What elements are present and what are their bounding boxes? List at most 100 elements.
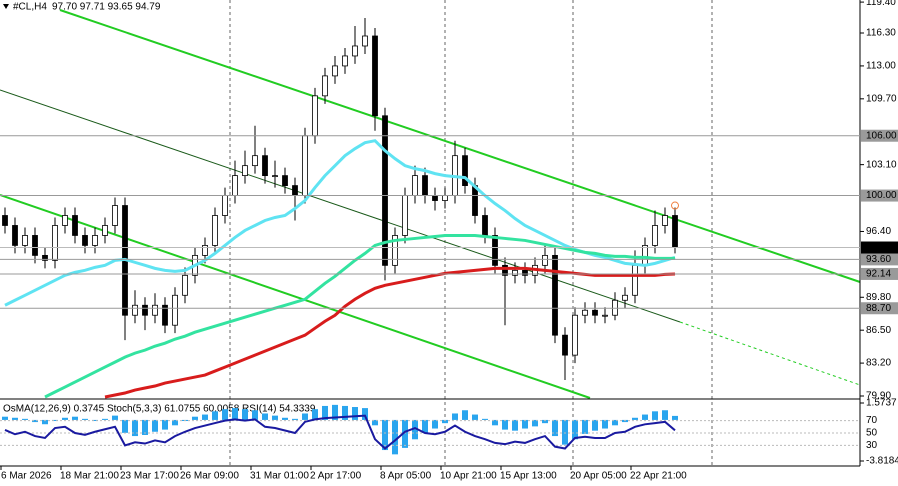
candle-body [582, 309, 588, 316]
candle-body [222, 195, 228, 216]
osma-bar [412, 419, 418, 440]
level-tag [861, 129, 898, 142]
y-tick-label: 113.00 [866, 61, 896, 72]
osma-bar [32, 419, 38, 423]
candle-body [342, 55, 348, 67]
osma-bar [192, 416, 198, 420]
candle-body [322, 75, 328, 97]
osma-bar [222, 409, 228, 420]
candle-body [272, 175, 278, 178]
x-tick-label: 15 Apr 13:00 [500, 471, 557, 482]
level-label: 88.70 [866, 303, 891, 314]
y-tick-label: 89.80 [866, 292, 891, 303]
candle-body [622, 294, 628, 301]
candle-body [392, 235, 398, 266]
osma-bar [552, 419, 558, 437]
trend-line [0, 89, 681, 323]
candle-body [432, 195, 438, 201]
candle-body [62, 215, 68, 226]
osma-bar [372, 419, 378, 426]
candle-body [512, 269, 518, 276]
candle-body [362, 35, 368, 47]
candle-body [92, 235, 98, 246]
collapse-icon[interactable] [3, 4, 9, 9]
y-tick-label: 116.30 [866, 28, 896, 39]
candle-body [22, 235, 28, 246]
candle-body [212, 215, 218, 246]
osma-bar [102, 418, 108, 420]
osma-bar [52, 419, 58, 422]
osma-bar [122, 419, 128, 433]
osma-bar [132, 419, 138, 437]
candle-body [672, 215, 678, 248]
osma-bar [672, 415, 678, 420]
y-tick-label: 83.20 [866, 358, 891, 369]
osma-bar [582, 419, 588, 434]
rsi-tick-label: 30 [866, 440, 878, 451]
candle-body [232, 175, 238, 196]
candle-body [242, 165, 248, 177]
osma-bar [262, 413, 268, 420]
osma-bar [542, 419, 548, 424]
osma-bar [212, 411, 218, 420]
osma-bar [422, 419, 428, 433]
osma-bar [472, 414, 478, 420]
osma-bar [42, 419, 48, 425]
osma-bar [82, 418, 88, 420]
osma-bar [462, 410, 468, 420]
candle-body [642, 245, 648, 266]
candle-body [2, 215, 8, 226]
candle-body [142, 304, 148, 316]
candle-body [332, 65, 338, 77]
osma-bar [202, 414, 208, 420]
last-price-label: 94.79 [866, 242, 891, 253]
indicator-label: OsMA(12,26,9) 0.3745 Stoch(5,3,3) 61.075… [3, 404, 316, 415]
level-tag [861, 189, 898, 202]
osma-bar [642, 414, 648, 420]
candle-body [442, 195, 448, 201]
x-tick-label: 2 Apr 17:00 [310, 471, 362, 482]
moving-average [4, 139, 676, 307]
osma-bar [342, 405, 348, 420]
x-tick-label: 22 Apr 21:00 [630, 471, 687, 482]
osma-bar [62, 417, 68, 420]
osma-bar [382, 419, 388, 451]
osma-bar [432, 419, 438, 429]
osma-bar [12, 417, 18, 420]
rsi-tick-label: 50 [866, 428, 878, 439]
candle-body [572, 314, 578, 356]
candle-body [32, 235, 38, 256]
level-tag [861, 302, 898, 315]
candle-body [172, 294, 178, 326]
level-label: 93.60 [866, 254, 891, 265]
osma-bar [322, 405, 328, 420]
y-tick-label: 109.70 [866, 93, 897, 104]
osma-bar [292, 418, 298, 420]
x-tick-label: 20 Apr 05:00 [570, 471, 627, 482]
y-tick-label: 119.40 [866, 0, 896, 8]
candle-body [602, 314, 608, 317]
osma-bar [662, 410, 668, 420]
candle-body [382, 115, 388, 266]
osma-bar [612, 419, 618, 426]
osma-bar [632, 417, 638, 420]
osma-bar [72, 416, 78, 420]
channel-upper [59, 9, 861, 283]
osma-bar [572, 419, 578, 440]
candle-body [262, 155, 268, 177]
last-price-tag [861, 241, 898, 254]
osma-tick-label: -3.8184 [866, 456, 898, 467]
osma-bar [312, 409, 318, 420]
candle-body [542, 254, 548, 266]
osma-bar [162, 419, 168, 430]
y-tick-label: 103.10 [866, 159, 897, 170]
level-label: 100.00 [866, 190, 897, 201]
osma-bar [512, 419, 518, 431]
osma-bar [452, 413, 458, 420]
candle-body [102, 225, 108, 236]
x-tick-label: 31 Mar 01:00 [250, 471, 309, 482]
symbol: #CL,H4 [13, 2, 47, 13]
candle-body [372, 35, 378, 117]
rsi-line [4, 414, 676, 450]
